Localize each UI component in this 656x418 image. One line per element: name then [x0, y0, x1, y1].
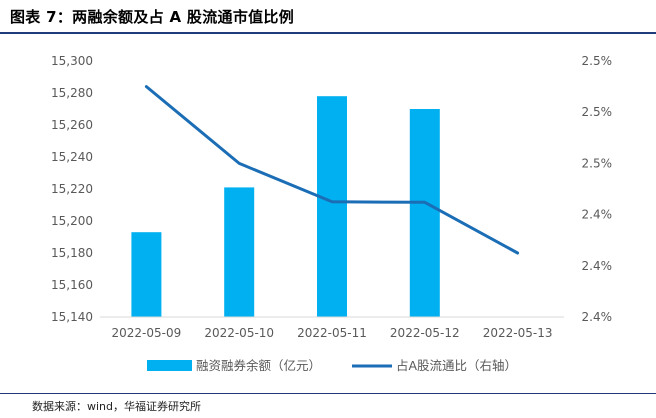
legend-bar-label: 融资融券余额（亿元） — [196, 358, 321, 373]
right-axis-tick-label: 2.4% — [582, 310, 613, 324]
source-note: 数据来源：wind，华福证券研究所 — [32, 400, 202, 413]
title-rule — [0, 32, 656, 34]
bar — [131, 232, 162, 317]
x-axis-tick-label: 2022-05-12 — [390, 326, 460, 340]
x-axis-tick-label: 2022-05-10 — [204, 326, 274, 340]
left-axis-tick-label: 15,280 — [51, 86, 93, 100]
left-axis-tick-label: 15,200 — [51, 214, 93, 228]
left-axis-tick-label: 15,220 — [51, 182, 93, 196]
left-axis-tick-label: 15,260 — [51, 118, 93, 132]
chart-title: 图表 7：两融余额及占 A 股流通市值比例 — [10, 8, 295, 26]
bar — [224, 187, 255, 317]
left-axis-tick-label: 15,300 — [51, 54, 93, 68]
left-axis-tick-label: 15,160 — [51, 278, 93, 292]
legend-bar-swatch — [147, 360, 192, 371]
bar — [317, 96, 347, 317]
line-series-group — [144, 85, 520, 255]
x-axis-tick-labels: 2022-05-09 2022-05-10 2022-05-11 2022-05-12… — [112, 326, 553, 340]
legend: 融资融券余额（亿元） 占A股流通比（右轴） — [147, 358, 517, 373]
chart-area: 15,140 15,160 15,180 15,200 15,220 15,240 15,2… — [0, 36, 656, 388]
right-axis-tick-label: 2.5% — [582, 156, 613, 170]
combo-chart: 15,140 15,160 15,180 15,200 15,220 15,240 15,2… — [51, 54, 613, 373]
left-axis-ticks: 15,140 15,160 15,180 15,200 15,220 15,240 15,2… — [51, 54, 93, 324]
x-axis-tick-label: 2022-05-11 — [297, 326, 367, 340]
left-axis-tick-label: 15,180 — [51, 246, 93, 260]
right-axis-tick-label: 2.5% — [582, 54, 613, 68]
x-axis-tick-label: 2022-05-13 — [483, 326, 553, 340]
left-axis-tick-label: 15,140 — [51, 310, 93, 324]
legend-line-label: 占A股流通比（右轴） — [396, 358, 517, 373]
right-axis-tick-label: 2.4% — [582, 208, 613, 222]
left-axis-tick-label: 15,240 — [51, 150, 93, 164]
bar-series — [131, 96, 440, 317]
right-axis-ticks: 2.4% 2.4% 2.4% 2.5% 2.5% 2.5% — [582, 54, 613, 324]
footer-rule — [0, 393, 656, 394]
bar — [409, 109, 440, 317]
x-axis-tick-label: 2022-05-09 — [112, 326, 182, 340]
right-axis-tick-label: 2.4% — [582, 259, 613, 273]
right-axis-tick-label: 2.5% — [582, 105, 613, 119]
